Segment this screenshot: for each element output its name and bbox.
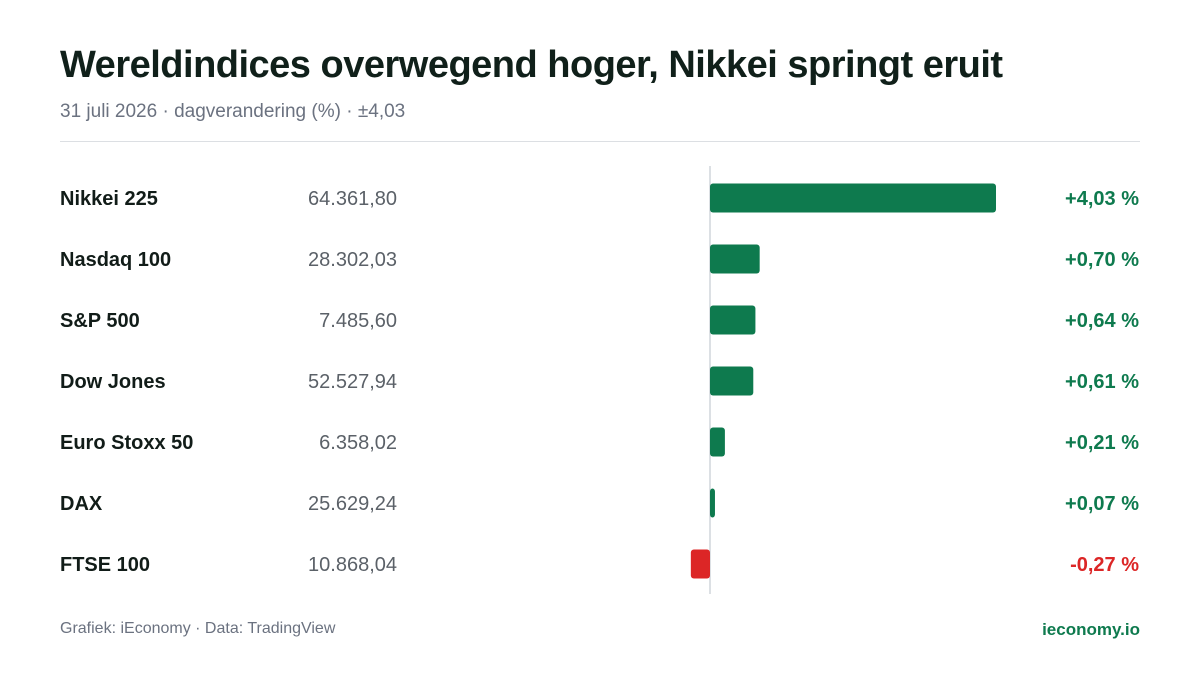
bar	[710, 366, 754, 396]
bar	[690, 549, 710, 579]
category-label: DAX	[60, 493, 103, 515]
index-level: 64.361,80	[308, 188, 397, 210]
brand-link[interactable]: ieconomy.io	[1042, 620, 1140, 639]
value-label: +0,21 %	[1065, 432, 1139, 454]
source-note: Grafiek: iEconomy · Data: TradingView	[60, 620, 336, 637]
index-level: 52.527,94	[308, 371, 397, 393]
category-label: Nikkei 225	[60, 188, 158, 210]
value-label: +0,64 %	[1065, 310, 1139, 332]
bar	[710, 183, 996, 213]
index-level: 25.629,24	[308, 493, 397, 515]
bar	[710, 488, 715, 518]
value-label: -0,27 %	[1070, 554, 1139, 576]
bar	[710, 305, 756, 335]
index-level: 7.485,60	[319, 310, 397, 332]
chart-title: Wereldindices overwegend hoger, Nikkei s…	[60, 44, 1003, 86]
category-label: FTSE 100	[60, 554, 150, 576]
index-level: 6.358,02	[319, 432, 397, 454]
header-divider	[60, 141, 1140, 142]
category-label: Dow Jones	[60, 371, 166, 393]
index-level: 28.302,03	[308, 249, 397, 271]
chart-subtitle: 31 juli 2026 · dagverandering (%) · ±4,0…	[60, 101, 406, 122]
category-label: S&P 500	[60, 310, 140, 332]
value-label: +4,03 %	[1065, 188, 1139, 210]
category-label: Nasdaq 100	[60, 249, 171, 271]
value-label: +0,61 %	[1065, 371, 1139, 393]
bar	[710, 427, 725, 457]
category-label: Euro Stoxx 50	[60, 432, 193, 454]
bar	[710, 244, 760, 274]
value-label: +0,70 %	[1065, 249, 1139, 271]
value-label: +0,07 %	[1065, 493, 1139, 515]
index-level: 10.868,04	[308, 554, 397, 576]
